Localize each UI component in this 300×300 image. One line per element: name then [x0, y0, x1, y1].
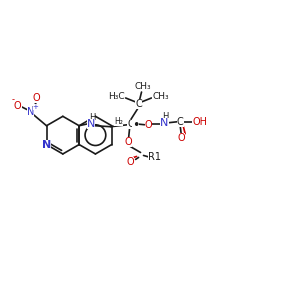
Text: O: O — [145, 120, 152, 130]
Text: H₂: H₂ — [114, 117, 123, 126]
Text: O: O — [33, 93, 41, 103]
Text: OH: OH — [193, 117, 208, 127]
Text: C: C — [177, 117, 184, 127]
Text: CH₃: CH₃ — [134, 82, 151, 91]
Text: +: + — [33, 104, 39, 110]
Text: •: • — [132, 119, 139, 132]
Text: O: O — [125, 136, 133, 147]
Text: H₃C: H₃C — [109, 92, 125, 100]
Text: O: O — [177, 133, 185, 142]
Text: R1: R1 — [148, 152, 161, 162]
Text: N: N — [160, 118, 169, 128]
Text: N: N — [42, 140, 51, 150]
Text: -: - — [11, 95, 14, 104]
Text: N: N — [87, 119, 95, 129]
Text: CH₃: CH₃ — [152, 92, 169, 100]
Text: C: C — [127, 119, 134, 129]
Text: C: C — [135, 99, 142, 109]
Text: H: H — [162, 112, 169, 121]
Text: O: O — [14, 101, 22, 111]
Text: O: O — [127, 158, 134, 167]
Text: N: N — [27, 107, 34, 117]
Text: H: H — [89, 113, 95, 122]
